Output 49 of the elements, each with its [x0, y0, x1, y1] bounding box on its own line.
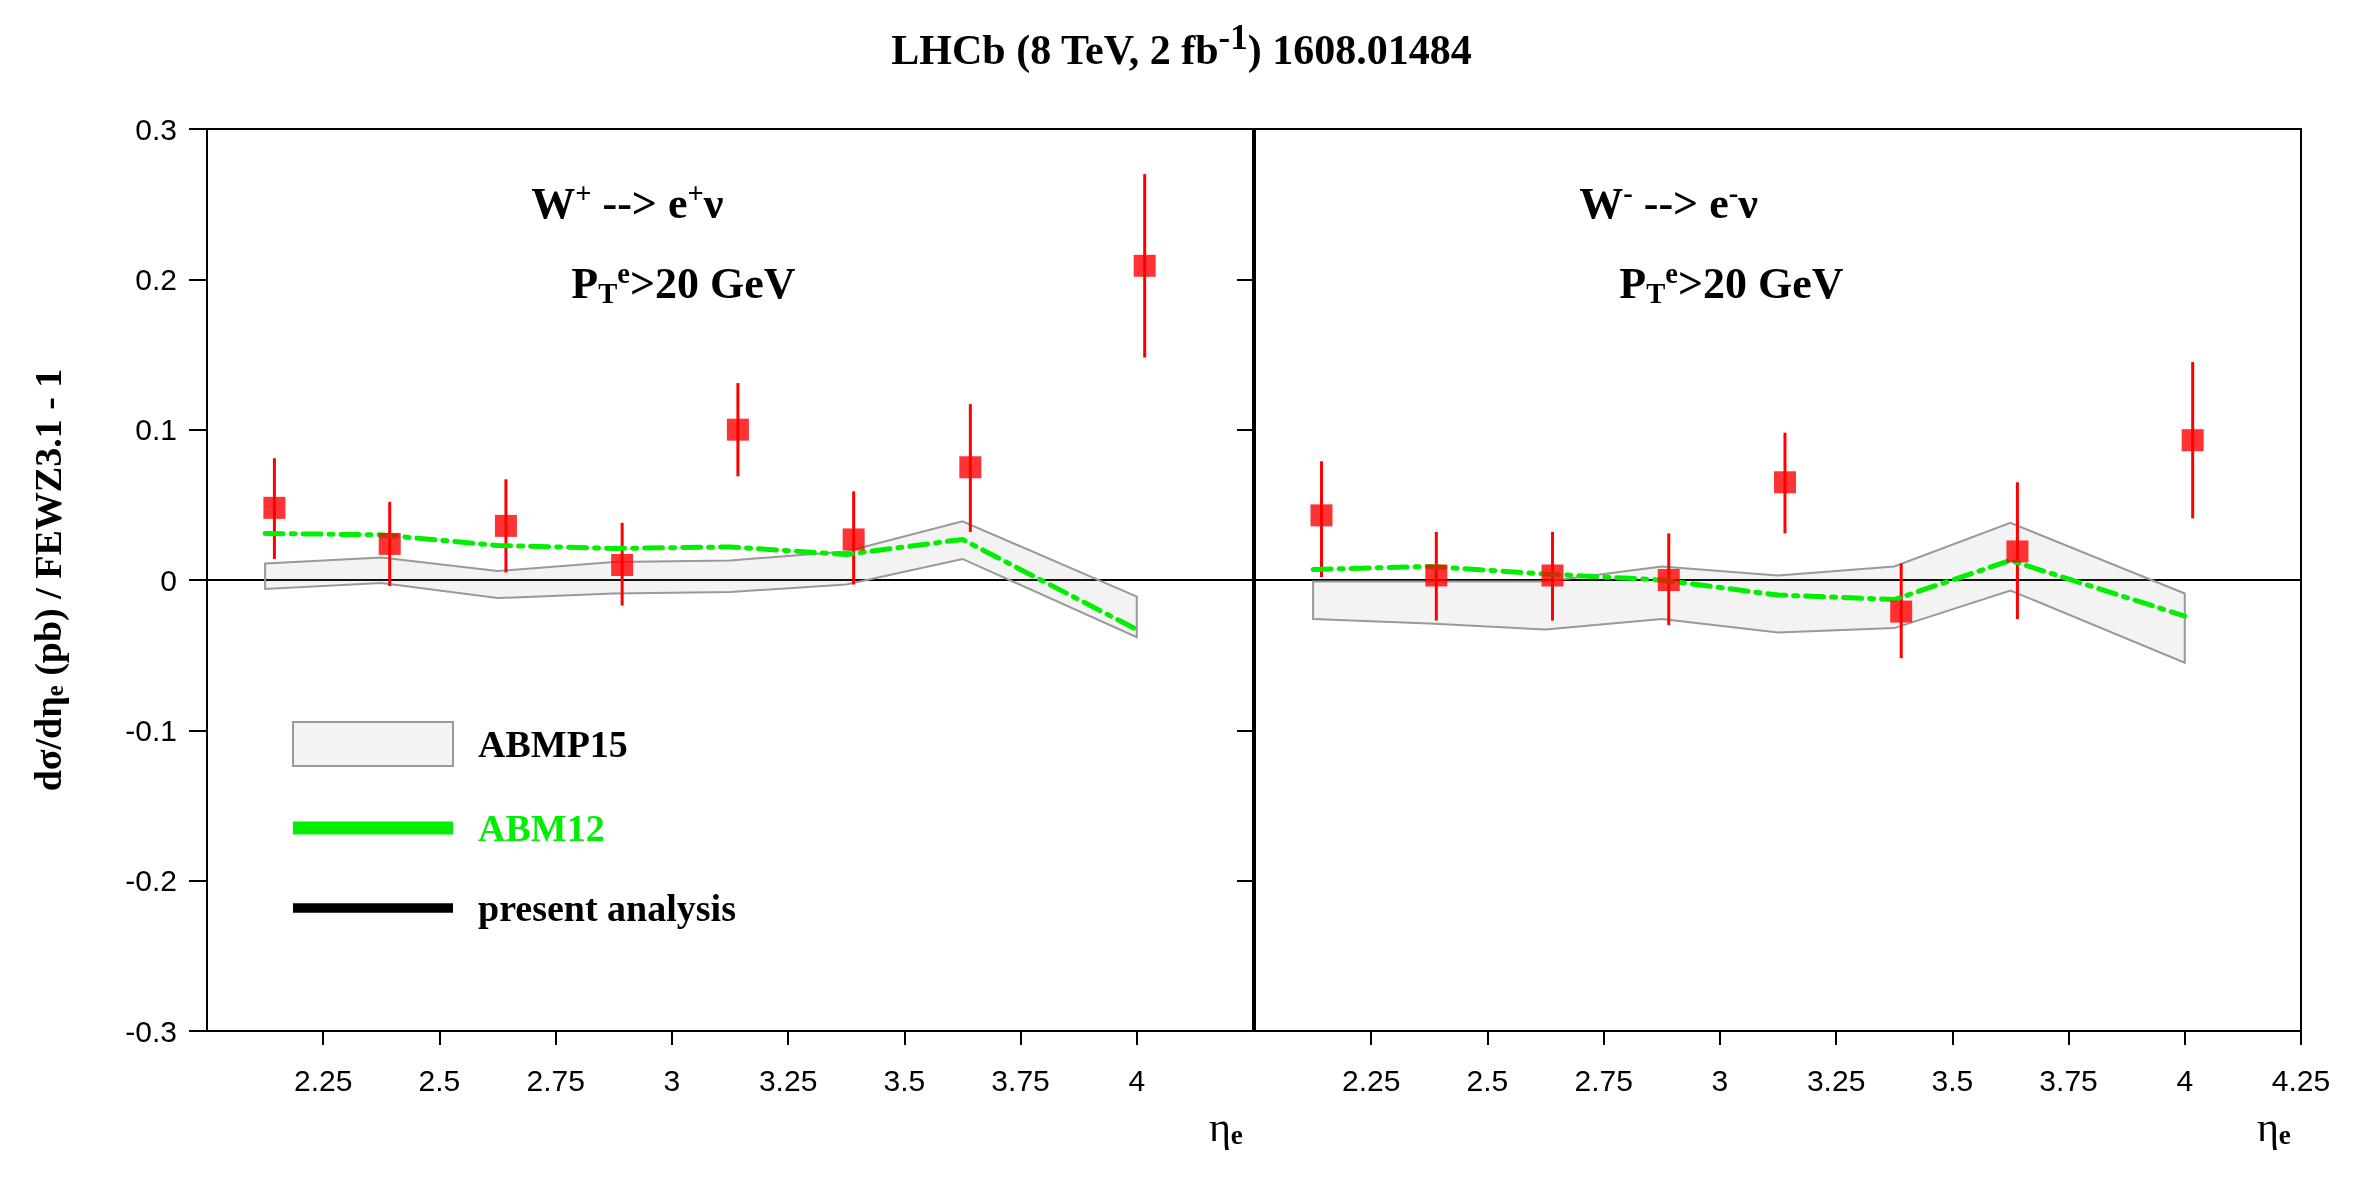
x-tick-label: 3.5: [1931, 1063, 1974, 1097]
point: [263, 496, 286, 519]
point: [1773, 471, 1796, 494]
point: [378, 532, 401, 555]
x-tick-label: 3.75: [991, 1063, 1050, 1097]
point: [611, 553, 634, 576]
point: [842, 528, 865, 551]
x-tick-label: 4: [1128, 1063, 1146, 1097]
point: [1425, 564, 1448, 587]
y-tick-label: -0.1: [125, 713, 177, 747]
chart-title: LHCb (8 TeV, 2 fb$^{-1}$) 1608.01484: [890, 18, 1473, 74]
legend-label: ABMP15: [478, 723, 628, 765]
x-tick-label: 4: [2176, 1063, 2194, 1097]
point: [959, 456, 982, 479]
y-tick-label: 0.2: [135, 262, 177, 296]
x-tick-label: 2.75: [1574, 1063, 1633, 1097]
x-tick-label: 2.25: [294, 1063, 353, 1097]
x-tick-label: 3.75: [2039, 1063, 2098, 1097]
y-tick-label: -0.3: [125, 1014, 177, 1048]
point: [494, 514, 517, 537]
x-tick-label: 2.75: [526, 1063, 585, 1097]
x-axis-title: ηe: [1208, 1104, 1244, 1150]
y-tick-label: 0.3: [135, 112, 177, 146]
legend-label: ABM12: [478, 807, 605, 849]
point: [726, 418, 749, 441]
point: [1310, 504, 1333, 527]
x-tick-label: 3.5: [883, 1063, 926, 1097]
y-tick-label: 0: [160, 563, 177, 597]
x-tick-label: 3: [663, 1063, 681, 1097]
annotation: W+ --> e+ν: [531, 178, 724, 228]
x-tick-label: 2.5: [1466, 1063, 1509, 1097]
point: [1657, 569, 1680, 591]
y-tick-label: -0.2: [125, 864, 177, 898]
x-tick-label: 4.25: [2271, 1063, 2331, 1097]
x-tick-label: 3.25: [758, 1063, 818, 1097]
x-tick-label: 2.5: [418, 1063, 461, 1097]
point: [2181, 429, 2204, 452]
x-tick-label: 3.25: [1806, 1063, 1866, 1097]
y-axis-title: dσ/dηe (pb) / FEWZ3.1 - 1: [26, 368, 70, 792]
point: [1541, 564, 1564, 587]
y-tick-label: 0.1: [135, 413, 177, 447]
point: [2006, 540, 2029, 563]
x-tick-label: 2.25: [1342, 1063, 1401, 1097]
point: [1890, 600, 1913, 623]
annotation: W- --> e-ν: [1579, 178, 1759, 228]
point: [1133, 254, 1156, 277]
legend-label: present analysis: [478, 887, 736, 929]
x-tick-label: 3: [1711, 1063, 1729, 1097]
x-axis-title: ηe: [2256, 1104, 2292, 1150]
